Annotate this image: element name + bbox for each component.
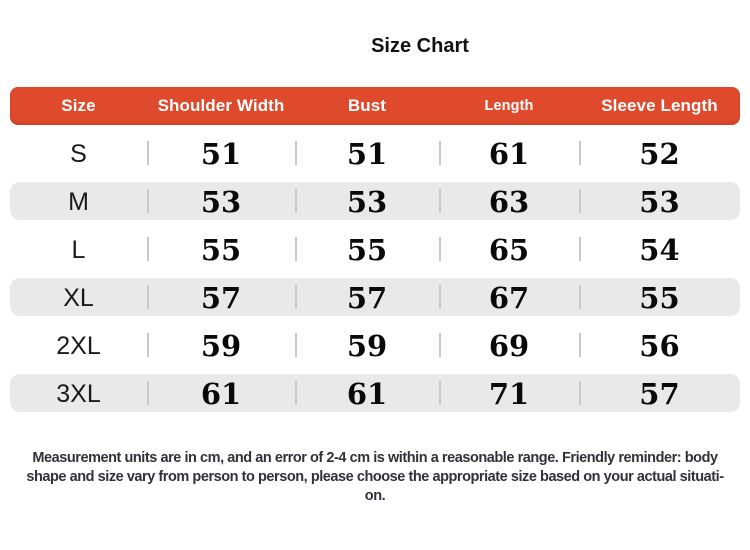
sleeve-length-value: 57 xyxy=(579,378,740,409)
column-header-length: Length xyxy=(484,98,534,114)
column-header-bust: Bust xyxy=(347,96,387,115)
length-value: 67 xyxy=(439,282,579,313)
measurement-note-line: Measurement units are in cm, and an erro… xyxy=(32,450,718,466)
sleeve-length-value: 54 xyxy=(579,234,740,265)
bust-value: 59 xyxy=(295,330,439,361)
bust-value: 51 xyxy=(295,138,439,169)
table-header-row: Size Shoulder Width Bust Length Sleeve L… xyxy=(10,87,740,125)
table-body: S 51 51 61 52 M 53 53 63 53 L 55 55 65 5… xyxy=(10,129,740,412)
table-row-l: L 55 55 65 54 xyxy=(10,225,740,273)
size-label: M xyxy=(68,187,89,216)
table-row-3xl: 3XL 61 61 71 57 xyxy=(10,374,740,412)
column-header-size: Size xyxy=(61,96,96,115)
bust-value: 61 xyxy=(295,378,439,409)
bust-value: 55 xyxy=(295,234,439,265)
shoulder-width-value: 61 xyxy=(147,378,295,409)
shoulder-width-value: 55 xyxy=(147,234,295,265)
bust-value: 53 xyxy=(295,186,439,217)
sleeve-length-value: 56 xyxy=(579,330,740,361)
title-bar: Size Chart xyxy=(0,0,750,61)
size-label: 2XL xyxy=(56,331,101,360)
size-label: 3XL xyxy=(56,379,101,408)
length-value: 63 xyxy=(439,186,579,217)
length-value: 65 xyxy=(439,234,579,265)
shoulder-width-value: 59 xyxy=(147,330,295,361)
sleeve-length-value: 52 xyxy=(579,138,740,169)
length-value: 61 xyxy=(439,138,579,169)
size-label: XL xyxy=(63,283,94,312)
table-row-s: S 51 51 61 52 xyxy=(10,129,740,177)
page-title: Size Chart xyxy=(371,35,469,57)
shoulder-width-value: 57 xyxy=(147,282,295,313)
size-label: S xyxy=(70,139,87,168)
length-value: 71 xyxy=(439,378,579,409)
table-row-m: M 53 53 63 53 xyxy=(10,182,740,220)
length-value: 69 xyxy=(439,330,579,361)
table-row-xl: XL 57 57 67 55 xyxy=(10,278,740,316)
size-chart-table: Size Shoulder Width Bust Length Sleeve L… xyxy=(10,87,740,412)
bust-value: 57 xyxy=(295,282,439,313)
shoulder-width-value: 53 xyxy=(147,186,295,217)
size-label: L xyxy=(71,235,86,264)
table-row-2xl: 2XL 59 59 69 56 xyxy=(10,321,740,369)
sleeve-length-value: 55 xyxy=(579,282,740,313)
measurement-note-line: on. xyxy=(364,488,386,504)
sleeve-length-value: 53 xyxy=(579,186,740,217)
shoulder-width-value: 51 xyxy=(147,138,295,169)
column-header-sleeve-length: Sleeve Length xyxy=(601,96,718,115)
measurement-note-line: shape and size vary from person to perso… xyxy=(26,469,724,485)
measurement-note: Measurement units are in cm, and an erro… xyxy=(0,449,750,506)
column-header-shoulder-width: Shoulder Width xyxy=(157,96,285,115)
